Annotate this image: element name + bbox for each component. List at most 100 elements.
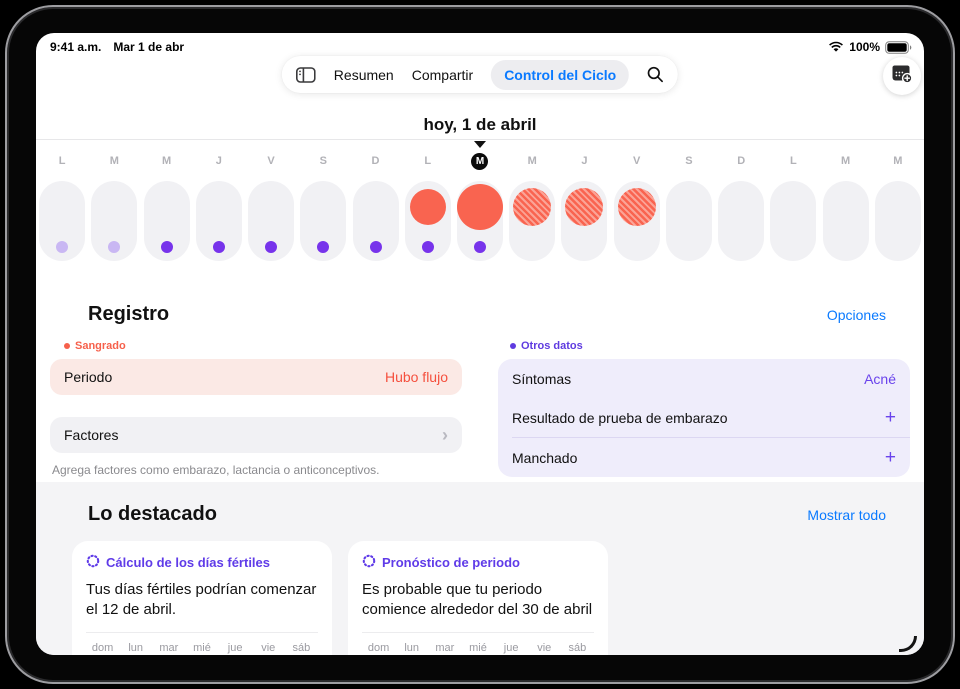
week-pills (36, 181, 924, 261)
day-pill[interactable] (718, 181, 765, 261)
sangrado-bullet-icon (64, 343, 70, 349)
search-icon[interactable] (647, 66, 664, 83)
day-pill[interactable] (874, 181, 921, 261)
manchado-row[interactable]: Manchado + (498, 438, 910, 477)
periodo-row-value: Hubo flujo (384, 369, 448, 385)
sintomas-row[interactable]: Síntomas Acné (498, 359, 910, 398)
card-divider (362, 631, 594, 633)
weekday-letter: M (109, 155, 119, 167)
day-pill[interactable] (509, 181, 556, 261)
registro-right-column: Otros datos Síntomas Acné Resultado de p… (498, 340, 910, 477)
fertile-card-title: Cálculo de los días fértiles (106, 555, 270, 570)
weekday-label: vie (537, 641, 552, 654)
tab-control-del-ciclo[interactable]: Control del Ciclo (491, 59, 630, 90)
screen: 9:41 a.m. Mar 1 de abr 100% Resumen Comp… (36, 33, 924, 655)
battery-percent: 100% (849, 40, 880, 54)
options-link[interactable]: Opciones (826, 307, 886, 323)
weekday-label: lun (128, 641, 144, 654)
day-pill[interactable] (195, 181, 242, 261)
toolbar: Resumen Compartir Control del Ciclo (281, 56, 679, 93)
cycle-log-dot (108, 241, 121, 253)
periodo-row[interactable]: Periodo Hubo flujo (50, 359, 462, 395)
weekday-letter: D (371, 155, 380, 167)
day-pill[interactable] (248, 181, 295, 261)
day-pill[interactable] (561, 181, 608, 261)
factores-row[interactable]: Factores › (50, 417, 462, 453)
prueba-embarazo-row[interactable]: Resultado de prueba de embarazo + (498, 398, 910, 437)
destacado-section: Lo destacado Mostrar todo Cálculo de los… (36, 482, 924, 655)
add-icon[interactable]: + (884, 446, 896, 468)
cycle-log-dot (369, 241, 382, 253)
weekday-label: mié (193, 641, 211, 654)
sintomas-row-label: Síntomas (512, 370, 572, 387)
otros-datos-label-text: Otros datos (521, 340, 583, 352)
day-pill[interactable] (91, 181, 138, 261)
cycle-log-dot (473, 241, 486, 253)
cycle-log-dot (317, 241, 330, 253)
otros-datos-bullet-icon (510, 343, 516, 349)
prediction-card-title: Pronóstico de periodo (382, 555, 520, 570)
sparkle-icon (86, 554, 100, 571)
day-pill[interactable] (352, 181, 399, 261)
weekday-label: dom (367, 641, 390, 654)
prediction-card-body: Es probable que tu periodo comience alre… (362, 581, 593, 619)
day-pill[interactable] (300, 181, 347, 261)
predicted-period-marker (565, 188, 604, 226)
weekday-letter: M (893, 155, 903, 167)
predicted-period-marker (617, 188, 656, 226)
day-pill[interactable] (404, 181, 451, 261)
chevron-right-icon: › (442, 425, 448, 445)
row-divider (512, 437, 910, 438)
weekday-label: jue (503, 641, 519, 654)
sangrado-label: Sangrado (64, 340, 462, 352)
weekday-label: mar (435, 641, 455, 654)
clock-time: 9:41 a.m. (50, 40, 102, 54)
day-pill[interactable] (39, 181, 86, 261)
factores-row-label: Factores (64, 427, 119, 443)
cycle-log-dot (160, 241, 173, 253)
weekday-letter: V (633, 155, 641, 167)
card-weekdays: dom lun mar mié jue vie sáb (362, 642, 594, 654)
card-divider (86, 631, 318, 633)
day-pill[interactable] (822, 181, 869, 261)
weekday-label: sáb (292, 641, 311, 654)
add-cycle-day-button[interactable] (883, 57, 921, 95)
ipad-device-frame: 9:41 a.m. Mar 1 de abr 100% Resumen Comp… (5, 5, 955, 684)
day-pill[interactable] (143, 181, 190, 261)
day-pill[interactable] (665, 181, 712, 261)
status-date: Mar 1 de abr (113, 40, 185, 54)
sidebar-toggle-icon[interactable] (296, 66, 316, 83)
day-pill[interactable] (770, 181, 817, 261)
weekday-letter: J (581, 155, 588, 167)
registro-section: Registro Opciones Sangrado Periodo Hubo … (50, 303, 910, 477)
registro-heading: Registro (88, 303, 170, 325)
add-icon[interactable]: + (884, 406, 896, 428)
battery-icon (885, 40, 912, 54)
cycle-log-dot (212, 241, 225, 253)
sparkle-icon (362, 554, 376, 571)
tab-resumen[interactable]: Resumen (333, 66, 394, 83)
period-prediction-card[interactable]: Pronóstico de periodo Es probable que tu… (348, 541, 608, 655)
manchado-row-label: Manchado (512, 449, 578, 466)
day-pill[interactable] (613, 181, 660, 261)
factores-hint: Agrega factores como embarazo, lactancia… (52, 463, 380, 477)
status-bar: 9:41 a.m. Mar 1 de abr 100% (50, 39, 912, 55)
weekday-label: lun (404, 641, 420, 654)
date-title: hoy, 1 de abril (423, 115, 537, 134)
weekday-label: vie (261, 641, 276, 654)
show-all-link[interactable]: Mostrar todo (807, 507, 886, 523)
weekday-letter: M (841, 155, 851, 167)
cycle-log-dot (56, 241, 69, 253)
fertile-window-card[interactable]: Cálculo de los días fértiles Tus días fé… (72, 541, 332, 655)
tab-compartir[interactable]: Compartir (411, 66, 474, 83)
cycle-log-dot (421, 241, 434, 253)
weekday-label: mié (469, 641, 487, 654)
period-marker (456, 184, 503, 230)
calendar-add-icon (891, 63, 913, 89)
registro-left-column: Sangrado Periodo Hubo flujo Factores › A… (50, 340, 462, 477)
weekday-letter: L (790, 155, 797, 167)
selected-day-pointer (474, 141, 486, 148)
selected-day-badge: M (471, 153, 489, 170)
day-pill[interactable] (456, 181, 503, 261)
